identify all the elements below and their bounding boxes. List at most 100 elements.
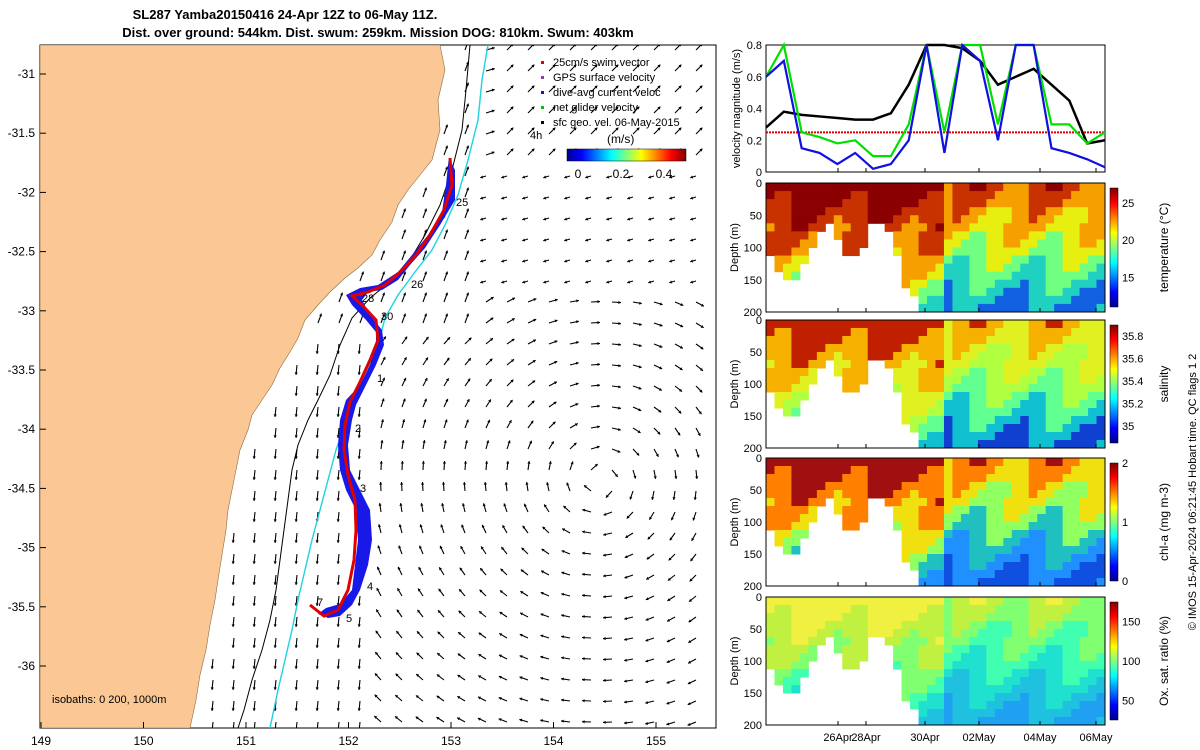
heatmap-cell — [960, 613, 970, 622]
heatmap-cell — [1079, 263, 1089, 273]
heatmap-cell — [977, 570, 987, 579]
heatmap-cell — [782, 677, 792, 686]
heatmap-cell — [960, 498, 970, 507]
heatmap-cell — [1062, 685, 1072, 694]
heatmap-cell — [782, 498, 792, 507]
heatmap-cell — [825, 207, 835, 216]
heatmap-cell — [935, 605, 945, 614]
heatmap-cell — [943, 279, 953, 289]
heatmap-cell — [1020, 597, 1030, 606]
isobath-label: isobaths: 0 200, 1000m — [52, 694, 166, 706]
heatmap-cell — [1062, 538, 1072, 547]
velocity-arrow-head — [252, 540, 256, 543]
heatmap-cell — [1062, 578, 1072, 587]
velocity-arrow-head — [438, 588, 442, 592]
heatmap-cell — [986, 522, 996, 531]
heatmap-cell — [1054, 621, 1064, 630]
heatmap-cell — [884, 498, 894, 507]
heatmap-cell — [1020, 613, 1030, 622]
velocity-arrow-head — [585, 259, 589, 263]
heatmap-cell — [791, 263, 801, 273]
heatmap-cell — [1071, 637, 1081, 646]
heatmap-cell — [910, 376, 920, 385]
heatmap-cell — [799, 466, 809, 475]
heatmap-cell — [1079, 514, 1089, 523]
heatmap-cell — [960, 709, 970, 718]
heatmap-cell — [910, 458, 920, 467]
heatmap-cell — [1003, 287, 1013, 297]
heatmap-cell — [1088, 223, 1098, 232]
velocity-arrow-head — [543, 259, 547, 263]
heatmap-cell — [791, 352, 801, 361]
heatmap-cell — [1020, 474, 1030, 483]
heatmap-cell — [1088, 629, 1098, 638]
velocity-arrow-head — [376, 609, 379, 613]
heatmap-cell — [1088, 416, 1098, 425]
heatmap-cell — [1020, 538, 1030, 547]
map-lat-tick-label: -34.5 — [8, 481, 36, 495]
heatmap-cell — [1088, 669, 1098, 678]
heatmap-cell — [1088, 368, 1098, 377]
heatmap-cell — [850, 336, 860, 345]
heatmap-cell — [1037, 263, 1047, 273]
heatmap-cell — [1020, 384, 1030, 393]
heatmap-cell — [1003, 336, 1013, 345]
heatmap-cell — [859, 183, 869, 192]
heatmap-cell — [816, 605, 826, 614]
heatmap-cell — [901, 530, 911, 539]
velocity-arrow-head — [491, 151, 495, 155]
depth-tick-label: 100 — [744, 656, 762, 668]
heatmap-cell — [791, 384, 801, 393]
velocity-arrow-head — [687, 681, 691, 685]
heatmap-cell — [960, 482, 970, 491]
heatmap-cell — [943, 384, 953, 393]
velocity-arrow-head — [423, 419, 427, 423]
heatmap-cell — [952, 255, 962, 265]
heatmap-cell — [1071, 239, 1081, 248]
velocity-arrow-head — [294, 414, 298, 417]
heatmap-cell — [867, 466, 877, 475]
heatmap-cell — [1003, 215, 1013, 224]
velocity-arrow-head — [402, 419, 406, 423]
depth-tick-label: 100 — [744, 379, 762, 391]
heatmap-cell — [927, 546, 936, 555]
heatmap-cell — [867, 629, 877, 638]
velocity-arrow-head — [466, 166, 470, 170]
heatmap-cell — [1054, 629, 1064, 638]
velocity-arrow-head — [651, 497, 655, 500]
heatmap-cell — [884, 621, 894, 630]
heatmap-cell — [799, 629, 809, 638]
heatmap-cell — [1011, 271, 1021, 281]
heatmap-cell — [1062, 613, 1072, 622]
legend-item-label: sfc geo. vel. 06-May-2015 — [553, 117, 680, 129]
heatmap-cell — [952, 613, 962, 622]
colorbar-tick-label: 15 — [1122, 272, 1134, 284]
velocity-arrow-head — [629, 496, 633, 500]
colorbar-label: salinity — [1157, 366, 1171, 403]
heatmap-cell — [910, 384, 920, 393]
heatmap-cell — [850, 605, 860, 614]
heatmap-cell — [977, 408, 987, 417]
depth-tick-label: 0 — [756, 315, 762, 327]
heatmap-cell — [960, 629, 970, 638]
velocity-arrow-head — [441, 482, 446, 485]
heatmap-cell — [833, 328, 843, 337]
heatmap-cell — [850, 482, 860, 491]
velocity-arrow-head — [424, 208, 428, 212]
velocity-arrow-head — [315, 603, 319, 606]
velocity-arrow-head — [614, 473, 618, 477]
heatmap-cell — [1020, 215, 1030, 224]
heatmap-cell — [943, 637, 953, 646]
heatmap-cell — [859, 352, 869, 361]
heatmap-cell — [1054, 416, 1064, 425]
heatmap-cell — [935, 578, 945, 587]
heatmap-cell — [1011, 693, 1021, 702]
heatmap-cell — [1062, 637, 1072, 646]
heatmap-cell — [943, 328, 953, 337]
depth-tick-label: 200 — [744, 443, 762, 455]
velocity-arrow-head — [679, 367, 683, 370]
heatmap-cell — [1037, 474, 1047, 483]
heatmap-cell — [927, 199, 936, 208]
velocity-arrow-head — [382, 271, 386, 275]
heatmap-cell — [876, 215, 886, 224]
